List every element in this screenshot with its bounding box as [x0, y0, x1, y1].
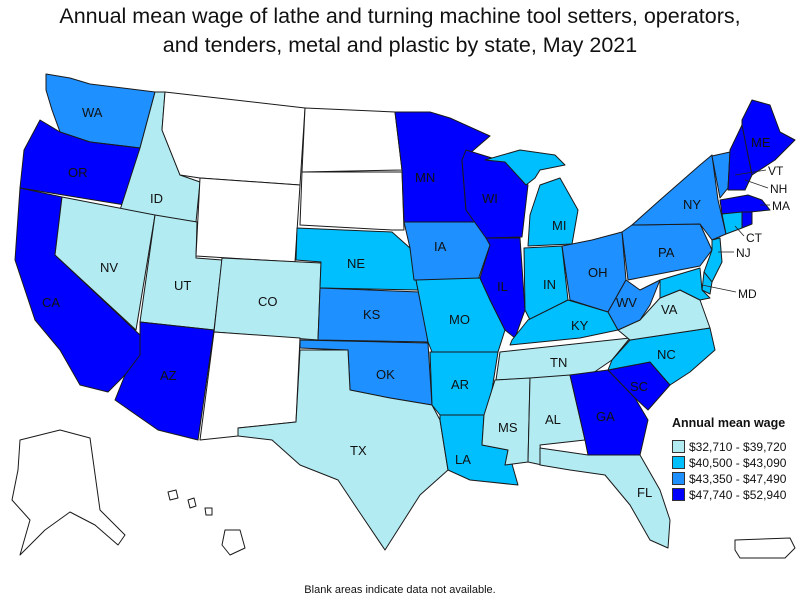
label-MS: MS: [498, 420, 518, 435]
label-CA: CA: [42, 295, 60, 310]
state-WY: [195, 177, 301, 263]
state-NH: [727, 124, 753, 191]
label-MN: MN: [415, 170, 435, 185]
state-NY: [631, 154, 727, 241]
label-NV: NV: [100, 260, 118, 275]
state-MT: [161, 91, 306, 186]
title-line-1: Annual mean wage of lathe and turning ma…: [59, 4, 741, 28]
label-TN: TN: [550, 355, 567, 370]
label-KS: KS: [363, 307, 381, 322]
label-KY: KY: [571, 318, 589, 333]
label-PA: PA: [658, 245, 675, 260]
label-AR: AR: [451, 377, 469, 392]
state-NV: [54, 196, 156, 331]
label-ME: ME: [751, 135, 771, 150]
legend-label: $43,350 - $47,490: [689, 472, 787, 486]
state-PR: [734, 537, 796, 559]
title-line-2: and tenders, metal and plastic by state,…: [162, 33, 638, 57]
state-TX: [237, 349, 449, 551]
label-MA: MA: [772, 199, 790, 213]
label-IA: IA: [434, 239, 447, 254]
state-HI: [167, 489, 246, 556]
legend-title: Annual mean wage: [672, 416, 786, 430]
state-IL: [479, 237, 526, 339]
legend-label: $40,500 - $43,090: [689, 456, 787, 470]
label-NJ: NJ: [736, 246, 751, 260]
legend-item: $32,710 - $39,720: [672, 440, 786, 456]
label-VA: VA: [661, 302, 678, 317]
state-TN: [495, 337, 631, 381]
label-NY: NY: [683, 197, 701, 212]
legend-swatch: [672, 488, 685, 501]
legend-swatch: [672, 472, 685, 485]
label-SC: SC: [630, 379, 648, 394]
label-WI: WI: [482, 191, 498, 206]
label-UT: UT: [174, 278, 191, 293]
label-MO: MO: [449, 312, 470, 327]
label-MI: MI: [552, 218, 566, 233]
state-IA: [403, 221, 491, 281]
label-AL: AL: [545, 412, 561, 427]
legend-item: $47,740 - $52,940: [672, 488, 786, 504]
callout-line-VT: [734, 169, 767, 176]
label-OH: OH: [588, 265, 608, 280]
label-AZ: AZ: [160, 368, 177, 383]
callout-line-MD: [701, 284, 737, 293]
label-ID: ID: [150, 191, 163, 206]
callout-line-CT: [734, 225, 745, 237]
label-OK: OK: [376, 367, 395, 382]
callout-line-NH: [744, 179, 769, 189]
state-RI: [741, 211, 753, 229]
state-MA: [719, 194, 771, 215]
state-FL: [539, 447, 671, 549]
state-MD: [659, 267, 711, 301]
footnote: Blank areas indicate data not available.: [304, 584, 496, 596]
state-AZ: [114, 321, 215, 441]
label-NH: NH: [770, 182, 787, 196]
label-WV: WV: [616, 295, 637, 310]
label-LA: LA: [455, 452, 471, 467]
map-title: Annual mean wage of lathe and turning ma…: [0, 2, 800, 60]
label-OR: OR: [68, 165, 88, 180]
state-NE: [295, 227, 419, 291]
legend-swatch: [672, 456, 685, 469]
state-WV: [607, 279, 661, 331]
label-NC: NC: [657, 347, 676, 362]
state-SD: [299, 171, 405, 231]
label-IN: IN: [543, 277, 556, 292]
label-TX: TX: [350, 443, 367, 458]
label-CT: CT: [746, 231, 763, 245]
label-VT: VT: [768, 164, 784, 178]
state-ND: [301, 107, 403, 173]
label-IL: IL: [497, 279, 508, 294]
state-AK: [11, 429, 126, 556]
label-WA: WA: [82, 105, 103, 120]
legend-label: $47,740 - $52,940: [689, 488, 787, 502]
label-CO: CO: [258, 294, 278, 309]
legend-item: $40,500 - $43,090: [672, 456, 786, 472]
legend-item: $43,350 - $47,490: [672, 472, 786, 488]
state-DE: [701, 271, 713, 295]
label-NE: NE: [347, 256, 365, 271]
legend-swatch: [672, 440, 685, 453]
legend-label: $32,710 - $39,720: [689, 440, 787, 454]
label-GA: GA: [596, 409, 615, 424]
label-FL: FL: [637, 485, 652, 500]
label-MD: MD: [738, 287, 757, 301]
